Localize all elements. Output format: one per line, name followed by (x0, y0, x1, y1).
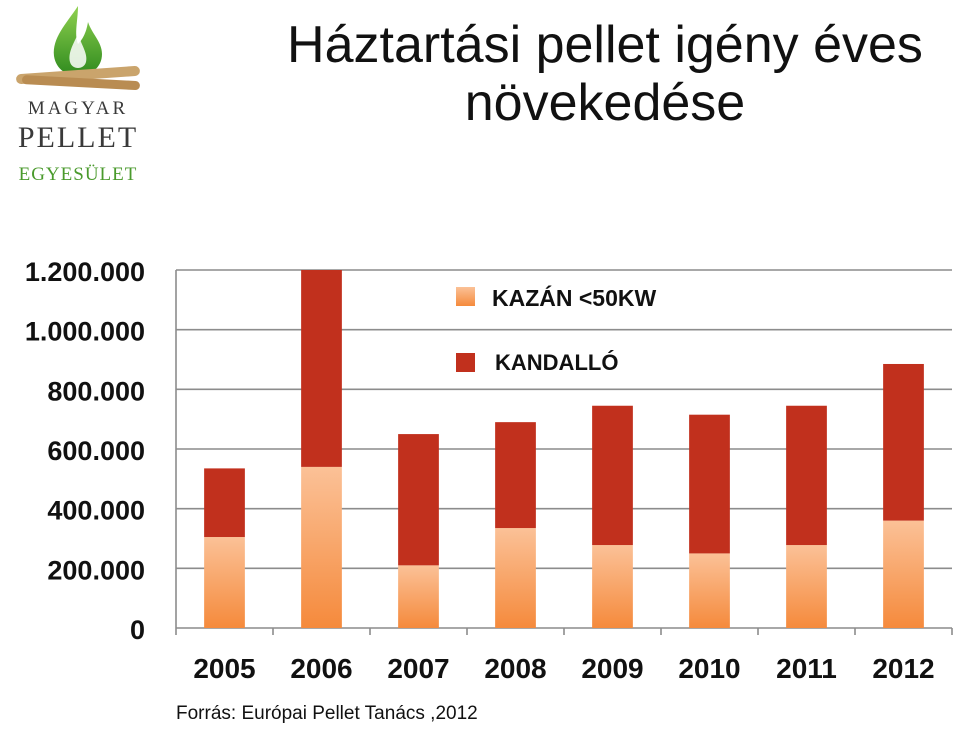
bar-kandallo-2012 (883, 363, 924, 521)
bar-kandallo-2009 (592, 405, 633, 546)
y-tick-label: 0 (130, 615, 145, 645)
x-tick-label: 2009 (581, 653, 643, 684)
x-tick-label: 2012 (872, 653, 934, 684)
bar-kazan-2006 (301, 466, 342, 628)
legend-label-kazan: KAZÁN <50KW (492, 284, 657, 311)
bar-kandallo-2010 (689, 414, 730, 554)
y-tick-label: 800.000 (47, 376, 145, 406)
bar-kazan-2010 (689, 553, 730, 628)
x-tick-label: 2005 (193, 653, 255, 684)
logo-line-egyesulet: EGYESÜLET (18, 164, 138, 185)
bar-kazan-2007 (398, 565, 439, 628)
x-tick-label: 2006 (290, 653, 352, 684)
page-title: Háztartási pellet igény éves növekedése (287, 16, 923, 132)
y-tick-label: 600.000 (47, 436, 145, 466)
y-tick-label: 1.200.000 (25, 257, 145, 287)
bar-kazan-2011 (786, 545, 827, 628)
source-note: Forrás: Európai Pellet Tanács ,2012 (176, 703, 478, 724)
x-tick-label: 2011 (776, 653, 837, 684)
legend-swatch-kandallo (456, 353, 475, 372)
legend-label-kandallo: KANDALLÓ (495, 350, 618, 375)
legend-swatch-kazan (456, 287, 475, 306)
y-tick-label: 1.000.000 (25, 317, 145, 347)
logo-line-pellet: PELLET (17, 121, 139, 154)
y-tick-label: 200.000 (47, 555, 145, 585)
x-tick-label: 2010 (678, 653, 740, 684)
bar-kandallo-2011 (786, 405, 827, 546)
bar-kazan-2008 (495, 528, 536, 628)
x-tick-label: 2008 (484, 653, 546, 684)
flame-leaf-icon (16, 6, 140, 91)
bar-kazan-2005 (204, 537, 245, 628)
bar-kazan-2009 (592, 545, 633, 628)
y-tick-label: 400.000 (47, 496, 145, 526)
bar-kazan-2012 (883, 520, 924, 628)
logo: MAGYAR PELLET EGYESÜLET (8, 4, 148, 189)
x-tick-label: 2007 (387, 653, 449, 684)
logo-line-magyar: MAGYAR (27, 98, 129, 119)
bar-kandallo-2005 (204, 468, 245, 538)
bar-kandallo-2008 (495, 422, 536, 529)
bar-kandallo-2006 (301, 270, 342, 467)
bar-kandallo-2007 (398, 434, 439, 566)
